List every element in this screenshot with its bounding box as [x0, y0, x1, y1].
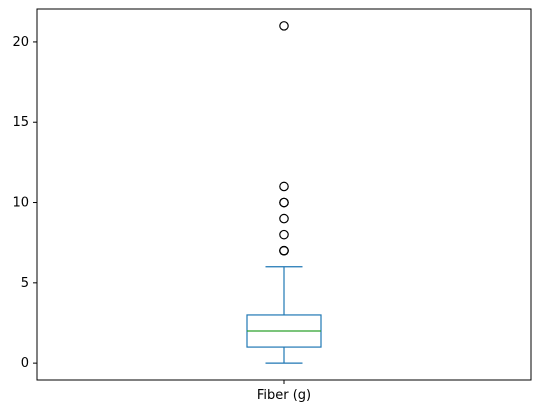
outlier-point [279, 197, 289, 208]
box-series [246, 266, 322, 364]
outlier-points [279, 21, 289, 256]
outlier-point [279, 213, 289, 224]
outlier-point [279, 229, 289, 240]
y-tick-label: 5 [21, 276, 29, 291]
y-tick-label: 20 [12, 35, 29, 50]
y-tick-label: 10 [12, 196, 29, 211]
y-tick-label: 15 [12, 115, 29, 130]
outlier-point [279, 181, 289, 192]
x-axis-ticks: Fiber (g) [257, 380, 311, 403]
x-tick-label: Fiber (g) [257, 388, 311, 403]
y-axis-ticks: 0 5 10 15 20 [12, 35, 37, 371]
outlier-point [279, 21, 289, 31]
y-tick-label: 0 [21, 356, 29, 371]
plot-area [37, 9, 531, 380]
axes-frame [36, 8, 532, 381]
outlier-point [279, 245, 289, 256]
